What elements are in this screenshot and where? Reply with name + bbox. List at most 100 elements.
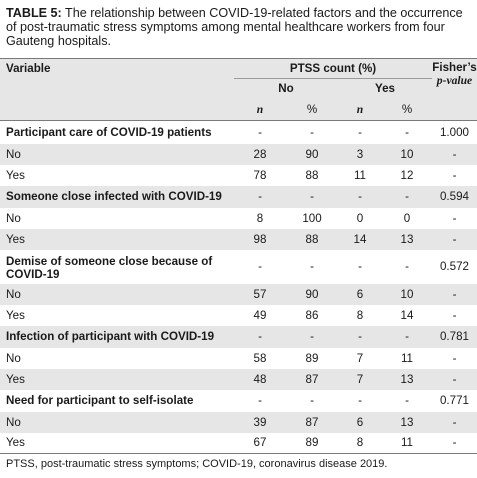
- cell-yes-n: 7: [356, 351, 364, 365]
- cell-yes-n: 6: [356, 415, 364, 429]
- row-label: Infection of participant with COVID-19: [6, 330, 215, 343]
- cell-p-value: 0.594: [439, 190, 469, 203]
- header-yes-pct: %: [401, 102, 413, 116]
- cell-p-value: -: [452, 287, 457, 301]
- cell-p-value: -: [452, 308, 457, 322]
- cell-yes-n: 7: [356, 372, 364, 386]
- table-row: Yes 49 86 8 14 -: [0, 305, 477, 326]
- cell-p-value: -: [452, 415, 457, 429]
- header-ptss-count: PTSS count (%): [289, 62, 377, 75]
- cell-no-pct: -: [310, 190, 314, 203]
- cell-no-pct: 88: [305, 232, 319, 246]
- header-row-2: No Yes: [0, 78, 477, 99]
- results-table: Variable PTSS count (%) Fisher’s p-value…: [0, 58, 477, 454]
- cell-no-pct: 100: [302, 211, 322, 225]
- header-variable: Variable: [6, 62, 51, 76]
- cell-p-value: -: [452, 351, 457, 365]
- table-footnote: PTSS, post-traumatic stress symptoms; CO…: [6, 458, 388, 470]
- cell-yes-n: 6: [356, 287, 364, 301]
- cell-yes-pct: 13: [400, 232, 414, 246]
- row-label: No: [6, 351, 21, 365]
- row-label: Demise of someone close because of COVID…: [6, 254, 213, 281]
- cell-no-n: -: [258, 260, 262, 273]
- header-no-n: n: [256, 102, 264, 116]
- cell-no-pct: 90: [305, 287, 319, 301]
- cell-yes-pct: -: [405, 190, 409, 203]
- cell-no-pct: 89: [305, 436, 319, 450]
- row-label: No: [6, 287, 21, 301]
- row-label: Yes: [6, 372, 25, 386]
- row-label: Need for participant to self-isolate: [6, 394, 194, 407]
- cell-no-n: 8: [256, 211, 264, 225]
- header-yes: Yes: [338, 78, 432, 99]
- cell-no-n: 58: [253, 351, 267, 365]
- row-label: Participant care of COVID-19 patients: [6, 125, 212, 139]
- cell-yes-pct: 11: [400, 351, 414, 365]
- table-section-row: Demise of someone close because of COVID…: [0, 250, 477, 284]
- cell-no-pct: 86: [305, 308, 319, 322]
- table-row: No 57 90 6 10 -: [0, 283, 477, 305]
- table-row: No 58 89 7 11 -: [0, 348, 477, 369]
- cell-yes-pct: 10: [400, 147, 414, 161]
- header-fisher: Fisher’s p-value: [432, 59, 477, 99]
- caption-text: The relationship between COVID-19-relate…: [6, 6, 463, 49]
- cell-yes-pct: 10: [400, 287, 414, 301]
- cell-yes-pct: 13: [400, 372, 414, 386]
- table-caption: TABLE 5: The relationship between COVID-…: [6, 6, 472, 49]
- table-row: Yes 48 87 7 13 -: [0, 368, 477, 390]
- cell-yes-pct: -: [405, 330, 409, 343]
- cell-no-n: 78: [253, 168, 267, 182]
- table-row: No 28 90 3 10 -: [0, 143, 477, 165]
- cell-p-value: 0.781: [439, 330, 469, 343]
- caption-label: TABLE 5:: [6, 6, 62, 20]
- cell-no-pct: 87: [305, 372, 319, 386]
- table-row: No 8 100 0 0 -: [0, 208, 477, 229]
- header-no: No: [234, 78, 338, 99]
- table-section-row: Infection of participant with COVID-19 - -…: [0, 325, 477, 348]
- cell-no-n: -: [258, 394, 262, 407]
- header-yes-n: n: [356, 102, 364, 116]
- cell-no-n: 57: [253, 287, 267, 301]
- cell-yes-pct: 13: [400, 415, 414, 429]
- cell-yes-n: -: [358, 260, 362, 273]
- cell-no-pct: -: [310, 330, 314, 343]
- table-row: Yes 67 89 8 11 -: [0, 433, 477, 454]
- table-section-row: Need for participant to self-isolate - - - -…: [0, 390, 477, 412]
- cell-yes-pct: 11: [400, 436, 414, 450]
- cell-no-pct: 87: [305, 415, 319, 429]
- cell-p-value: 1.000: [439, 125, 469, 139]
- cell-no-n: -: [258, 330, 262, 343]
- cell-no-pct: -: [310, 260, 314, 273]
- table-row: Yes 98 88 14 13 -: [0, 228, 477, 250]
- cell-yes-n: 0: [356, 211, 364, 225]
- cell-p-value: 0.572: [439, 260, 469, 273]
- cell-no-pct: -: [310, 125, 314, 139]
- cell-p-value: 0.771: [439, 394, 469, 407]
- cell-yes-pct: -: [405, 394, 409, 407]
- row-label: Yes: [6, 308, 25, 322]
- cell-yes-n: 11: [353, 168, 367, 182]
- row-label: Someone close infected with COVID-19: [6, 190, 222, 203]
- cell-yes-n: -: [358, 125, 362, 139]
- cell-no-pct: 90: [305, 147, 319, 161]
- cell-no-n: -: [258, 125, 262, 139]
- row-label: No: [6, 211, 21, 225]
- cell-no-pct: -: [310, 394, 314, 407]
- row-label: No: [6, 147, 21, 161]
- cell-no-n: -: [258, 190, 262, 203]
- cell-yes-pct: -: [405, 260, 409, 273]
- cell-yes-n: 8: [356, 436, 364, 450]
- header-row-1: Variable PTSS count (%) Fisher’s p-value: [0, 58, 477, 87]
- cell-no-n: 28: [253, 147, 267, 161]
- cell-yes-pct: 14: [400, 308, 414, 322]
- table-row: Yes 78 88 11 12 -: [0, 165, 477, 186]
- cell-yes-pct: -: [405, 125, 409, 139]
- cell-yes-pct: 12: [400, 168, 414, 182]
- cell-yes-n: 14: [353, 232, 367, 246]
- cell-p-value: -: [452, 232, 457, 246]
- cell-yes-n: 3: [356, 147, 364, 161]
- cell-no-n: 67: [253, 436, 267, 450]
- cell-yes-pct: 0: [403, 211, 411, 225]
- header-no-pct: %: [306, 102, 318, 116]
